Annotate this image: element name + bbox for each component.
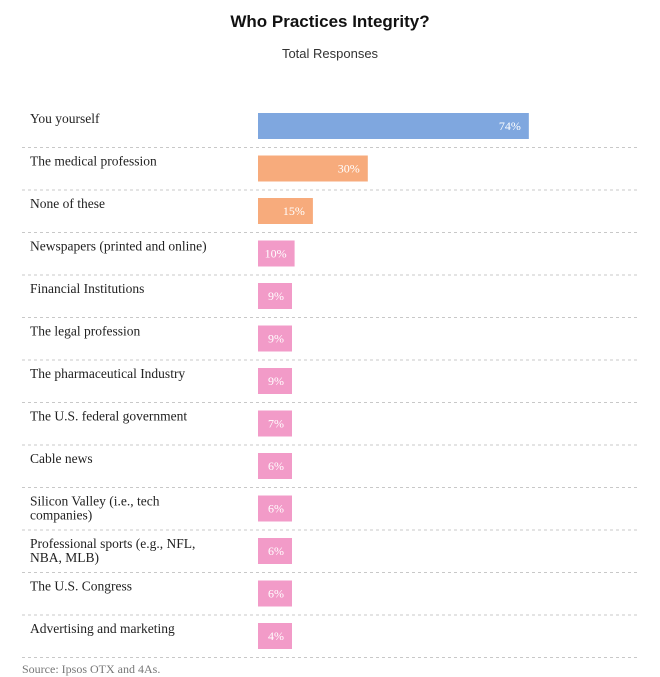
chart-subtitle: Total Responses — [281, 46, 379, 61]
bar — [258, 198, 313, 224]
category-label: The U.S. federal government — [30, 409, 187, 424]
bar — [258, 113, 529, 139]
bar-chart: You yourself 74% The medical profession 30%… — [22, 111, 640, 658]
bar — [258, 155, 368, 182]
value-label: 6% — [268, 502, 284, 516]
category-label: None of these — [30, 196, 105, 211]
chart-title: Who Practices Integrity? — [230, 12, 430, 31]
bar — [258, 368, 292, 394]
value-label: 15% — [283, 204, 305, 218]
bar — [258, 325, 292, 352]
bar — [258, 580, 292, 607]
value-label: 74% — [499, 119, 521, 133]
value-label: 30% — [338, 162, 360, 176]
value-label: 4% — [268, 629, 284, 643]
value-label: 6% — [268, 459, 284, 473]
category-label: The U.S. Congress — [30, 579, 132, 594]
value-label: 9% — [268, 374, 284, 388]
bar — [258, 283, 292, 309]
value-label: 7% — [268, 417, 284, 431]
bar — [258, 623, 292, 649]
bar — [258, 240, 295, 267]
bar — [258, 453, 292, 479]
value-label: 6% — [268, 544, 284, 558]
category-label: Newspapers (printed and online) — [30, 239, 207, 254]
category-label: Advertising and marketing — [30, 621, 175, 636]
category-label: You yourself — [30, 111, 100, 126]
category-label: Silicon Valley (i.e., tech companies) — [30, 494, 160, 523]
category-label: Professional sports (e.g., NFL, NBA, MLB) — [30, 536, 195, 565]
category-label: The medical profession — [30, 154, 157, 169]
bar — [258, 538, 292, 564]
value-label: 9% — [268, 289, 284, 303]
value-label: 6% — [268, 587, 284, 601]
category-label: Financial Institutions — [30, 281, 144, 296]
value-label: 10% — [265, 247, 287, 261]
bar — [258, 495, 292, 522]
category-label: Cable news — [30, 451, 93, 466]
category-label: The pharmaceutical Industry — [30, 366, 185, 381]
bar — [258, 410, 292, 437]
value-label: 9% — [268, 332, 284, 346]
source-note: Source: Ipsos OTX and 4As. — [22, 662, 161, 676]
category-label: The legal profession — [30, 324, 140, 339]
